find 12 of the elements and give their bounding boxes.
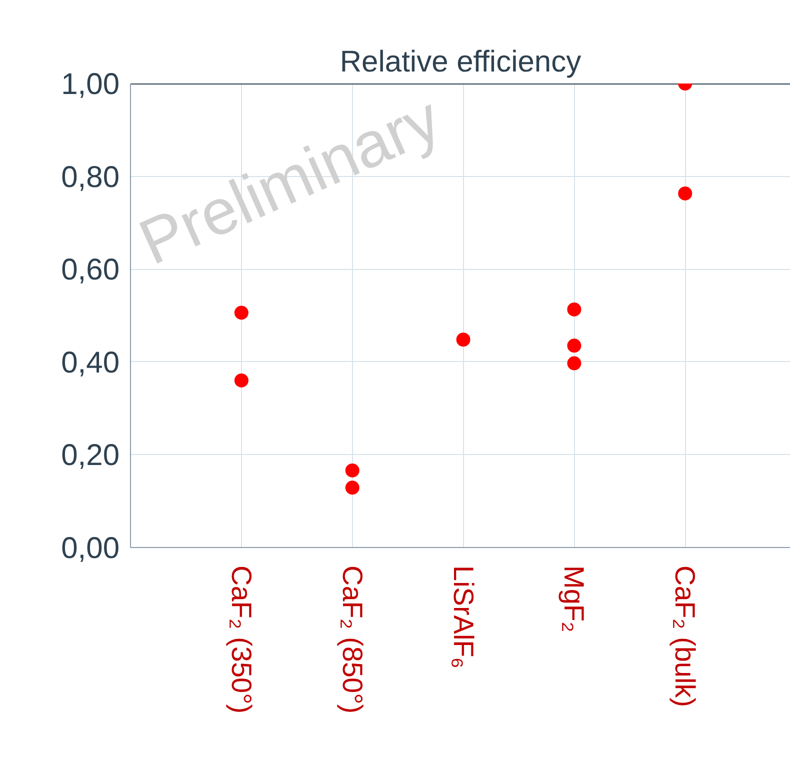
x-tick-label: CaF₂ (bulk) bbox=[670, 566, 701, 708]
y-tick-label: 0,60 bbox=[61, 254, 120, 287]
y-tick-label: 0,40 bbox=[61, 346, 120, 380]
x-tick-label: CaF₂ (850°) bbox=[336, 566, 368, 714]
x-tick-label: CaF₂ (350°) bbox=[226, 566, 257, 714]
y-tick-label: 0,20 bbox=[61, 439, 120, 472]
chart-title: Relative efficiency bbox=[340, 46, 582, 78]
y-tick-label: 1,00 bbox=[61, 68, 120, 101]
x-tick-label: MgF₂ bbox=[558, 566, 590, 632]
x-tick-label: LiSrAlF₆ bbox=[448, 566, 479, 669]
y-tick-label: 0,00 bbox=[61, 532, 120, 565]
y-tick-label: 0,80 bbox=[61, 160, 120, 194]
